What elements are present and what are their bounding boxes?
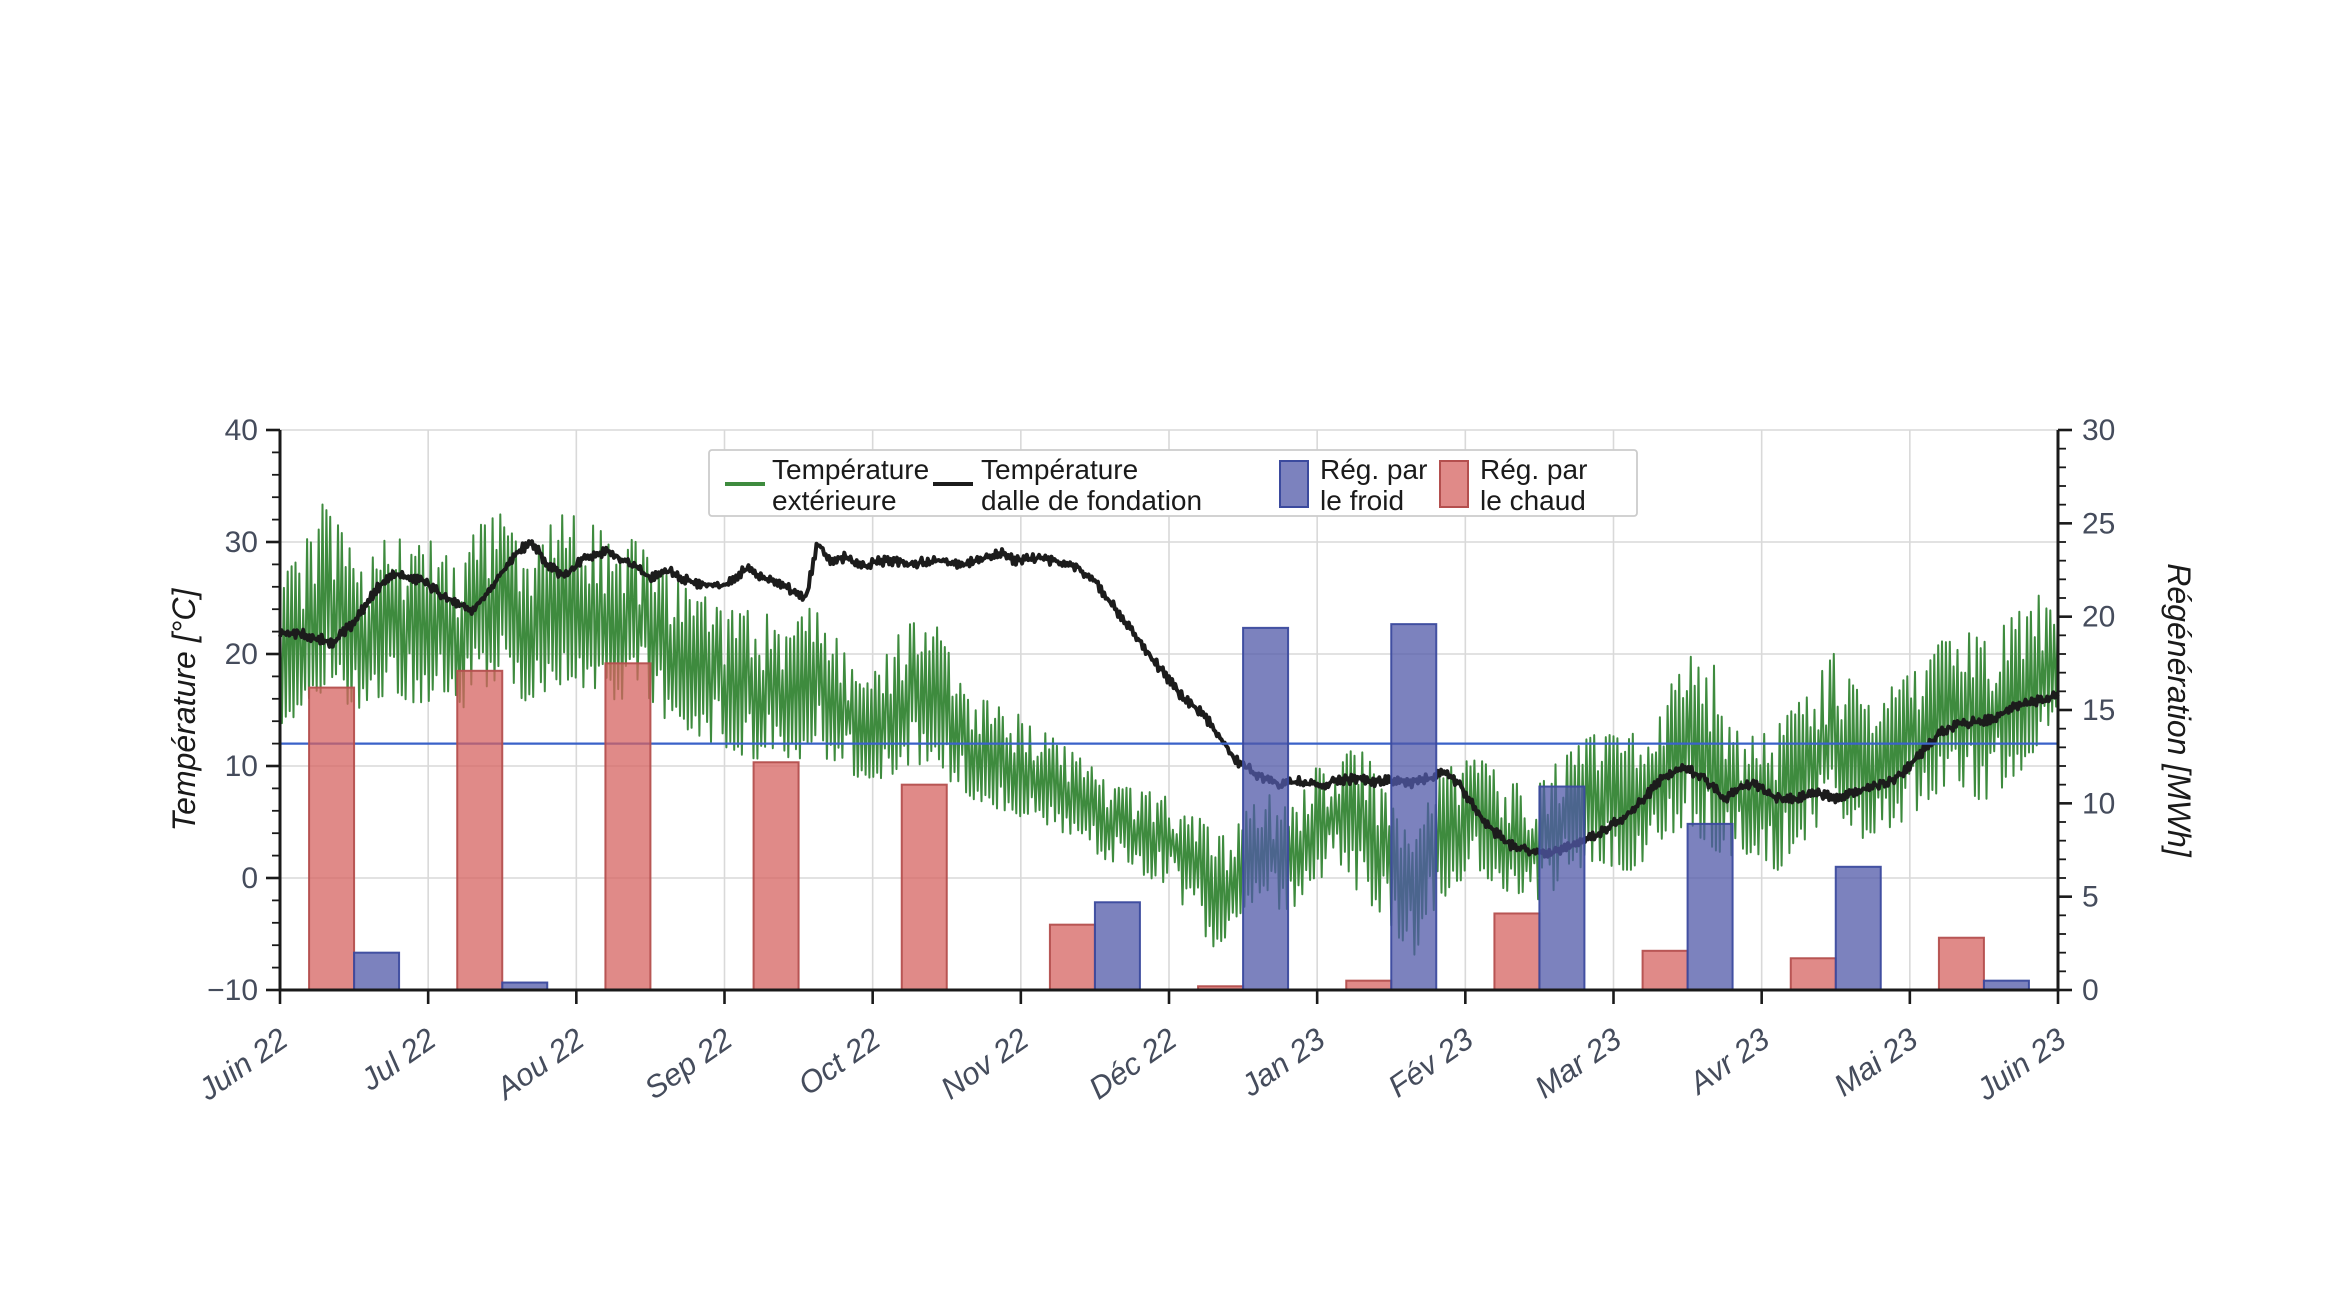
bar-froid-Fév 23 <box>1538 785 1586 991</box>
bar-chaud-Jul 22 <box>456 669 504 991</box>
x-tick-nov-22: Nov 22 <box>934 1021 1035 1106</box>
y-axis-left: 40 30 20 10 0 −10 Température [°C] <box>166 414 280 1007</box>
x-tick-avr-23: Avr 23 <box>1681 1021 1776 1102</box>
x-tick-sep-22: Sep 22 <box>638 1021 739 1106</box>
y-right-title: Régénération [MWh] <box>2161 563 2197 858</box>
svg-text:Rég. par: Rég. par <box>1480 454 1587 485</box>
svg-text:20: 20 <box>225 638 258 671</box>
svg-text:extérieure: extérieure <box>772 485 897 516</box>
bar-chaud-Mar 23 <box>1641 949 1689 991</box>
legend-patch-froid <box>1279 460 1309 508</box>
bar-chaud-Avr 23 <box>1789 957 1837 991</box>
bar-chaud-Aou 22 <box>604 662 652 991</box>
bar-froid-Mar 23 <box>1686 822 1734 991</box>
x-tick-jul-22: Jul 22 <box>354 1021 443 1098</box>
svg-text:10: 10 <box>225 750 258 783</box>
x-tick-juin-23: Juin 23 <box>1969 1021 2072 1108</box>
bar-chaud-Juin 22 <box>308 686 356 991</box>
svg-text:10: 10 <box>2082 787 2115 820</box>
legend-patch-chaud <box>1439 460 1469 508</box>
svg-text:25: 25 <box>2082 507 2115 540</box>
x-tick-aou-22: Aou 22 <box>488 1021 590 1107</box>
svg-text:Température: Température <box>981 454 1138 485</box>
svg-text:Température: Température <box>772 454 929 485</box>
y-left-title: Température [°C] <box>166 587 202 831</box>
svg-text:dalle de fondation: dalle de fondation <box>981 485 1202 516</box>
bar-chaud-Oct 22 <box>900 783 948 992</box>
svg-text:le chaud: le chaud <box>1480 485 1586 516</box>
svg-text:20: 20 <box>2082 601 2115 634</box>
bar-froid-Jan 23 <box>1390 623 1438 992</box>
svg-text:−10: −10 <box>207 974 258 1007</box>
svg-text:40: 40 <box>225 414 258 447</box>
x-tick-jan-23: Jan 23 <box>1234 1021 1331 1104</box>
bar-chaud-Nov 22 <box>1048 923 1096 992</box>
svg-text:15: 15 <box>2082 694 2115 727</box>
bar-chaud-Fév 23 <box>1493 912 1541 992</box>
x-tick-fév-23: Fév 23 <box>1382 1021 1480 1104</box>
svg-text:0: 0 <box>2082 974 2099 1007</box>
exterior-temp-line <box>279 503 2059 956</box>
x-axis: Juin 22 Jul 22 Aou 22 Sep 22 Oct 22 Nov 22 Déc… <box>191 990 2072 1108</box>
y-axis-right: 30 25 20 15 10 5 0 Régénération [MWh] <box>2058 414 2197 1007</box>
bar-chaud-Sep 22 <box>752 761 800 991</box>
svg-text:le froid: le froid <box>1320 485 1404 516</box>
svg-text:0: 0 <box>241 862 258 895</box>
x-tick-mar-23: Mar 23 <box>1528 1021 1627 1105</box>
heat-regen-bars <box>308 662 1985 992</box>
svg-text:Rég. par: Rég. par <box>1320 454 1427 485</box>
bar-froid-Déc 22 <box>1242 626 1290 991</box>
x-tick-juin-22: Juin 22 <box>191 1021 294 1108</box>
svg-text:30: 30 <box>2082 414 2115 447</box>
cold-regen-bars <box>353 623 2030 992</box>
bar-froid-Juin 22 <box>353 951 401 992</box>
bar-chaud-Mai 23 <box>1937 936 1985 992</box>
bar-froid-Avr 23 <box>1834 865 1882 991</box>
slab-temp-line <box>278 539 2060 859</box>
svg-text:30: 30 <box>225 526 258 559</box>
svg-text:5: 5 <box>2082 881 2099 914</box>
bar-froid-Nov 22 <box>1093 901 1141 991</box>
x-tick-déc-22: Déc 22 <box>1082 1021 1183 1106</box>
x-tick-oct-22: Oct 22 <box>792 1021 887 1102</box>
x-tick-mai-23: Mai 23 <box>1828 1021 1924 1103</box>
